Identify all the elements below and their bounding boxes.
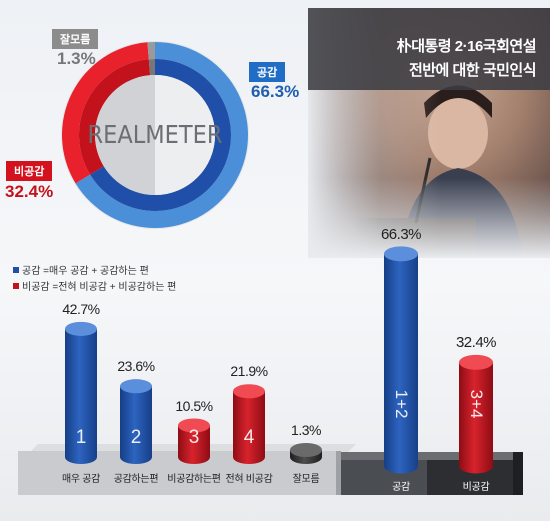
bar-1-category: 매우 공감 bbox=[61, 474, 101, 485]
floor-right-side bbox=[513, 452, 523, 495]
bar-4 bbox=[233, 391, 265, 465]
floor-right-top bbox=[341, 452, 521, 460]
agree-tag: 공감 bbox=[249, 62, 286, 82]
bar-3-cap bbox=[178, 418, 210, 433]
bar-3-value-label: 10.5% bbox=[175, 397, 213, 414]
watermark-logo: REALMETER bbox=[88, 120, 223, 149]
bar-3-number: 3 bbox=[188, 427, 200, 448]
sum-bar-2 bbox=[459, 362, 493, 474]
sum-bar-1-value-label: 66.3% bbox=[380, 225, 422, 243]
sum-bar-2-category: 비공감 bbox=[462, 482, 490, 493]
bar-2-category: 공감하는편 bbox=[113, 474, 159, 485]
disagree-pct: 32.4% bbox=[5, 182, 54, 201]
floor-gap bbox=[336, 451, 341, 495]
title-line-2: 전반에 대한 국민인식 bbox=[408, 62, 537, 79]
donut-slice-unknown-outer bbox=[147, 42, 155, 60]
donut-slice-unknown bbox=[148, 59, 155, 76]
bar-2 bbox=[120, 386, 152, 465]
bar-4-number: 4 bbox=[243, 427, 255, 448]
donut-slice-disagree-outer bbox=[62, 42, 149, 184]
bar-5-value-label: 1.3% bbox=[291, 422, 321, 438]
unknown-pct: 1.3% bbox=[57, 49, 96, 68]
bar-1 bbox=[65, 328, 97, 465]
title-line-1: 朴대통령 2·16국회연설 bbox=[396, 38, 537, 55]
bar-2-number: 2 bbox=[130, 427, 142, 448]
unknown-tag: 잘모름 bbox=[52, 29, 99, 49]
sum-bar-2-number: 3+4 bbox=[467, 389, 486, 419]
bar-5-category: 잘모름 bbox=[292, 474, 320, 485]
donut-chart: REALMETER bbox=[61, 41, 249, 229]
bar-1-cap bbox=[65, 321, 97, 336]
bar-5-cap bbox=[290, 442, 322, 458]
sum-bar-2-cap bbox=[459, 354, 493, 370]
bar-3 bbox=[178, 425, 210, 465]
legend-agree-swatch bbox=[13, 267, 19, 273]
bar-4-value-label: 21.9% bbox=[230, 363, 268, 380]
bar-2-cap bbox=[120, 379, 152, 394]
legend-disagree-swatch bbox=[13, 283, 19, 289]
bar-2-value-label: 23.6% bbox=[117, 358, 155, 375]
sum-bar-1 bbox=[384, 253, 418, 474]
agree-pct: 66.3% bbox=[251, 82, 300, 101]
bar-1-number: 1 bbox=[75, 427, 87, 448]
bar-3-category: 비공감하는편 bbox=[167, 474, 221, 485]
sum-bar-2-value-label: 32.4% bbox=[455, 334, 497, 352]
legend-agree-text: 공감 =매우 공감 + 공감하는 편 bbox=[22, 266, 149, 277]
sum-bar-1-number: 1+2 bbox=[392, 389, 411, 419]
disagree-tag: 비공감 bbox=[6, 161, 53, 181]
bar-4-cap bbox=[233, 384, 265, 399]
bar-4-category: 전혀 비공감 bbox=[225, 474, 273, 485]
sum-bar-1-category: 공감 bbox=[392, 482, 410, 493]
title-box: 朴대통령 2·16국회연설 전반에 대한 국민인식 bbox=[308, 8, 550, 90]
bar-1-value-label: 42.7% bbox=[62, 300, 100, 317]
legend-agree: 공감 =매우 공감 + 공감하는 편 bbox=[13, 262, 149, 277]
legend-disagree-text: 비공감 =전혀 비공감 + 비공감하는 편 bbox=[22, 282, 177, 293]
donut-slice-disagree bbox=[79, 59, 151, 175]
sum-bar-1-cap bbox=[384, 246, 418, 262]
legend-disagree: 비공감 =전혀 비공감 + 비공감하는 편 bbox=[13, 278, 176, 293]
